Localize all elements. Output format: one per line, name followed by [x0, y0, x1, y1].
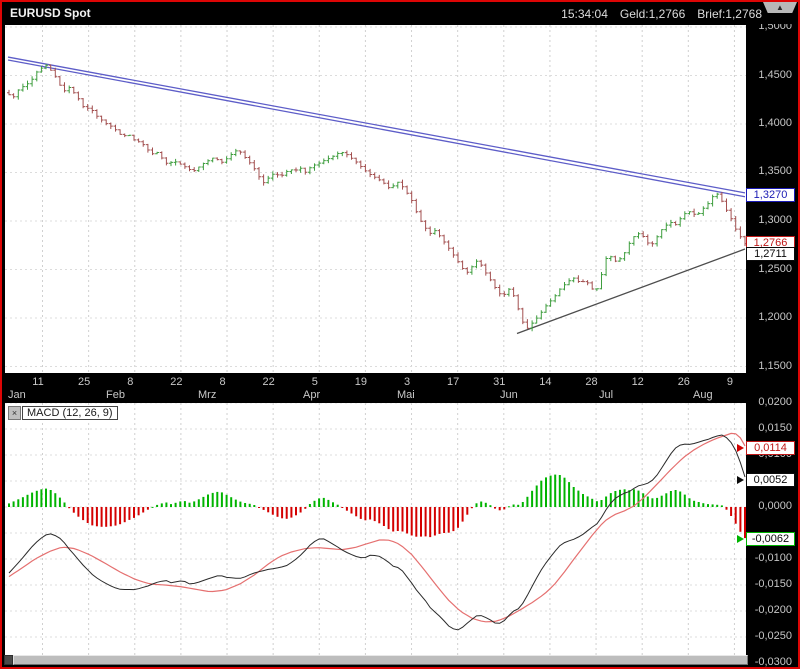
price-axis-label: 1,1500	[758, 360, 792, 372]
day-tick-label: 28	[585, 376, 598, 388]
price-chart[interactable]	[5, 25, 746, 373]
scroll-left-button[interactable]	[4, 655, 13, 665]
price-axis-label: 1,4000	[758, 117, 792, 129]
signal-line	[8, 432, 746, 623]
day-tick-label: 11	[32, 376, 44, 388]
macd-histogram	[8, 474, 746, 539]
macd-axis-label: 0,0000	[758, 500, 792, 512]
scrollbar-thumb[interactable]	[13, 655, 748, 665]
title-bar: EURUSD Spot 15:34:04 Geld:1,2766 Brief:1,2…	[2, 2, 798, 24]
day-tick-label: 3	[403, 376, 411, 388]
quote-strip: 15:34:04 Geld:1,2766 Brief:1,2768	[549, 7, 762, 21]
month-label: Apr	[303, 389, 321, 401]
price-axis-label: 1,4500	[758, 69, 792, 81]
quote-time: 15:34:04	[561, 7, 608, 21]
day-tick-label: 31	[493, 376, 506, 388]
macd-marker-red: 0,0114	[746, 441, 795, 455]
price-axis-label: 1,2000	[758, 311, 792, 323]
green-value-arrow-icon	[737, 535, 744, 543]
price-axis-label: 1,2500	[758, 263, 792, 275]
macd-grid	[5, 403, 746, 655]
macd-axis-label: -0,0100	[754, 552, 792, 564]
day-tick-label: 8	[219, 376, 226, 388]
close-icon[interactable]: ×	[8, 406, 21, 420]
macd-marker-green: -0,0062	[746, 532, 795, 546]
candlestick-series	[7, 64, 746, 332]
month-label: Jun	[500, 389, 518, 401]
macd-axis-label: -0,0300	[754, 656, 792, 668]
month-label: Jan	[8, 389, 26, 401]
month-label: Mai	[397, 389, 415, 401]
trendline-gray-2	[516, 248, 746, 335]
trendline-blue-1	[7, 59, 746, 198]
macd-marker-black: 0,0052	[746, 473, 795, 487]
black-value-arrow-icon	[737, 476, 744, 484]
quote-bid: Geld:1,2766	[619, 7, 686, 21]
quote-ask: Brief:1,2768	[697, 7, 762, 21]
day-tick-label: 22	[170, 376, 183, 388]
macd-axis-label: 0,0150	[758, 422, 792, 434]
price-marker-red: 1,2766	[746, 236, 795, 250]
day-tick-label: 14	[539, 376, 552, 388]
day-tick-label: 26	[677, 376, 690, 388]
chevron-up-icon: ▲	[776, 3, 784, 12]
day-tick-label: 9	[726, 376, 733, 388]
day-tick-label: 22	[262, 376, 275, 388]
price-marker-black: 1,2711	[746, 247, 795, 261]
month-label: Feb	[106, 389, 125, 401]
day-tick-label: 5	[311, 376, 318, 388]
macd-axis-label: -0,0200	[754, 604, 792, 616]
macd-axis-label: -0,0250	[754, 630, 792, 642]
month-label: Mrz	[198, 389, 217, 401]
day-tick-label: 12	[631, 376, 644, 388]
month-label: Aug	[693, 389, 713, 401]
macd-axis-label: 0,0200	[758, 396, 792, 408]
day-tick-label: 8	[127, 376, 134, 388]
day-tick-label: 19	[354, 376, 368, 388]
trendline-blue-0	[7, 56, 746, 194]
horizontal-scrollbar[interactable]	[4, 655, 748, 665]
window-title: EURUSD Spot	[10, 6, 91, 20]
month-label: Jul	[599, 389, 614, 401]
price-marker-blue: 1,3270	[746, 188, 795, 202]
macd-axis-label: -0,0150	[754, 578, 792, 590]
macd-line	[8, 434, 746, 631]
collapse-button[interactable]: ▲	[763, 2, 797, 13]
red-value-arrow-icon	[737, 444, 744, 452]
price-axis-label: 1,3500	[758, 165, 792, 177]
day-tick-label: 25	[78, 376, 91, 388]
price-chart-canvas	[5, 25, 746, 373]
price-axis-label: 1,3000	[758, 214, 792, 226]
macd-indicator-label: MACD (12, 26, 9)	[22, 406, 118, 420]
day-tick-label: 17	[447, 376, 460, 388]
macd-chart[interactable]	[5, 403, 746, 655]
macd-chart-canvas	[5, 403, 746, 655]
price-grid	[5, 25, 746, 373]
